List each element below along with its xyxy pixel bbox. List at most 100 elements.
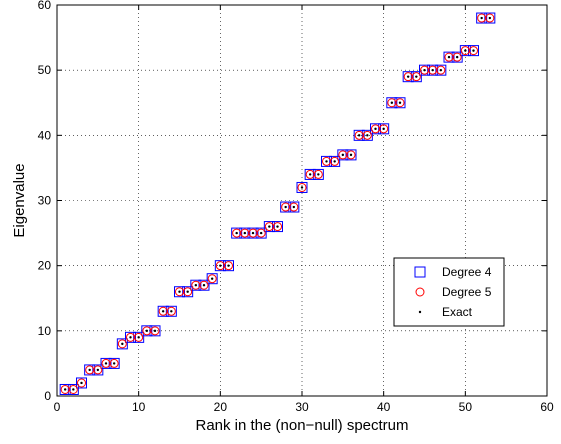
data-point-dot	[72, 388, 75, 391]
data-point-square	[272, 221, 283, 233]
data-point-circle	[199, 280, 209, 290]
data-point-square	[386, 97, 398, 109]
data-point-square	[76, 377, 87, 389]
data-point-circle	[469, 46, 478, 56]
data-point-dot	[455, 55, 459, 59]
data-point-square	[296, 181, 308, 193]
data-point-circle	[150, 326, 160, 336]
data-point-square	[84, 364, 96, 376]
data-point-square	[459, 45, 471, 57]
data-point-circle	[134, 332, 144, 342]
data-point-square	[255, 227, 267, 239]
data-point-dot	[366, 134, 369, 137]
data-point-square	[231, 227, 243, 239]
data-point-dot	[276, 225, 279, 228]
data-point-square	[125, 331, 136, 343]
x-tick-label: 30	[295, 400, 309, 414]
data-point-circle	[346, 150, 356, 160]
y-tick-label: 40	[38, 128, 52, 142]
data-point-dot	[284, 205, 287, 209]
data-point-dot	[317, 173, 320, 176]
data-point-square	[468, 45, 479, 57]
data-point-dot	[439, 68, 443, 72]
data-point-dot	[259, 231, 263, 235]
data-point-dot	[480, 16, 483, 20]
data-point-dot	[243, 231, 247, 235]
data-point-dot	[178, 290, 181, 293]
data-point-circle	[395, 98, 405, 108]
x-tick-label: 60	[540, 400, 554, 414]
data-point-dot	[406, 75, 410, 78]
data-point-square	[174, 286, 185, 298]
data-point-square	[394, 97, 406, 109]
data-point-square	[378, 123, 390, 135]
data-point-dot	[308, 173, 312, 176]
y-tick-label: 20	[38, 259, 52, 273]
data-point-square	[239, 227, 251, 239]
legend-label: Degree 5	[442, 285, 492, 299]
data-point-square	[190, 279, 202, 291]
data-point-circle	[436, 65, 446, 75]
x-tick-label: 50	[459, 400, 473, 414]
data-point-dot	[145, 329, 149, 333]
data-point-dot	[398, 101, 402, 104]
data-point-square	[312, 168, 324, 180]
data-point-dot	[415, 75, 418, 78]
data-point-dot	[210, 277, 214, 280]
data-point-square	[59, 383, 71, 395]
data-point-dot	[170, 310, 173, 313]
data-point-square	[402, 71, 414, 83]
data-point-dot	[390, 101, 394, 104]
data-point-dot	[333, 160, 336, 163]
legend-marker-dot	[418, 310, 422, 314]
data-point-square	[476, 12, 488, 24]
data-point-dot	[423, 68, 426, 72]
data-point-square	[206, 273, 218, 285]
data-point-circle	[362, 130, 372, 140]
data-point-dot	[325, 160, 328, 163]
x-axis-label: Rank in the (non−null) spectrum	[195, 417, 408, 434]
y-tick-label: 50	[38, 63, 52, 77]
y-tick-label: 60	[38, 0, 52, 12]
data-point-dot	[431, 68, 434, 72]
data-point-square	[263, 221, 275, 233]
data-point-dot	[472, 49, 475, 52]
data-point-circle	[452, 52, 462, 62]
data-point-square	[410, 71, 422, 83]
data-point-circle	[224, 261, 233, 271]
data-point-dot	[374, 127, 377, 131]
legend-label: Exact	[442, 305, 473, 319]
data-point-square	[214, 260, 226, 272]
data-point-dot	[251, 231, 255, 235]
x-tick-label: 20	[214, 400, 228, 414]
data-point-square	[223, 260, 234, 272]
x-tick-label: 10	[132, 400, 146, 414]
data-point-circle	[313, 169, 323, 179]
data-point-square	[67, 383, 79, 395]
y-tick-label: 30	[38, 194, 52, 208]
data-point-square	[92, 364, 104, 376]
data-point-square	[329, 155, 341, 167]
data-point-dot	[357, 134, 361, 137]
series-square	[59, 12, 496, 395]
data-point-dot	[112, 362, 116, 365]
data-point-square	[361, 129, 373, 141]
series-dot	[63, 16, 492, 391]
data-point-square	[321, 155, 332, 167]
data-point-dot	[88, 368, 91, 372]
data-point-circle	[330, 156, 340, 166]
data-point-dot	[488, 16, 492, 20]
data-point-dot	[349, 153, 353, 157]
data-point-dot	[129, 336, 132, 339]
data-point-dot	[268, 225, 271, 228]
data-point-square	[157, 305, 169, 317]
data-point-circle	[183, 287, 193, 297]
data-point-dot	[227, 264, 230, 267]
legend-label: Degree 4	[442, 265, 492, 279]
data-point-dot	[341, 153, 345, 157]
data-point-square	[141, 325, 153, 337]
data-point-dot	[63, 388, 67, 391]
data-point-dot	[300, 186, 304, 189]
data-point-circle	[256, 228, 266, 238]
